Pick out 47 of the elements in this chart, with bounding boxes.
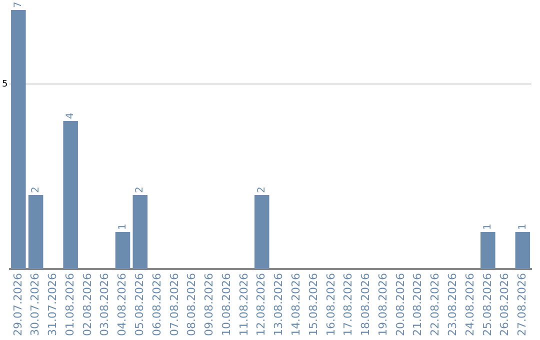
x-tick-label: 11.08.2026 bbox=[237, 273, 250, 336]
bar bbox=[254, 195, 270, 270]
bar bbox=[115, 232, 130, 270]
data-label: 4 bbox=[65, 112, 76, 120]
x-tick-label: 30.07.2026 bbox=[28, 273, 42, 336]
x-tick-label: 01.08.2026 bbox=[63, 273, 76, 336]
x-tick-label: 06.08.2026 bbox=[150, 273, 164, 336]
x-tick-label: 22.08.2026 bbox=[428, 273, 442, 336]
y-tick-label: 5 bbox=[2, 79, 8, 90]
bar bbox=[11, 10, 26, 270]
x-tick-label: 08.08.2026 bbox=[185, 273, 198, 336]
x-tick-label: 10.08.2026 bbox=[220, 273, 233, 336]
x-tick-label: 05.08.2026 bbox=[132, 273, 146, 336]
bar bbox=[63, 121, 78, 270]
data-label: 2 bbox=[134, 186, 146, 194]
x-tick-label: 14.08.2026 bbox=[289, 273, 302, 336]
x-tick-label: 24.08.2026 bbox=[463, 273, 476, 336]
bar bbox=[28, 195, 44, 270]
x-tick-label: 27.08.2026 bbox=[516, 273, 529, 336]
x-tick-label: 26.08.2026 bbox=[498, 273, 512, 336]
x-tick-label: 04.08.2026 bbox=[116, 273, 129, 336]
bar bbox=[515, 232, 530, 270]
x-tick-label: 09.08.2026 bbox=[202, 273, 216, 336]
x-tick-label: 12.08.2026 bbox=[254, 273, 268, 336]
x-tick-label: 20.08.2026 bbox=[394, 273, 407, 336]
data-label: 2 bbox=[30, 186, 42, 194]
data-label: 1 bbox=[517, 224, 528, 230]
bar bbox=[132, 195, 148, 270]
bar bbox=[480, 232, 496, 270]
x-tick-label: 17.08.2026 bbox=[342, 273, 355, 336]
x-tick-label: 23.08.2026 bbox=[446, 273, 459, 336]
data-label: 1 bbox=[117, 224, 128, 230]
x-tick-label: 16.08.2026 bbox=[324, 273, 338, 336]
x-tick-label: 18.08.2026 bbox=[359, 273, 372, 336]
x-tick-label: 29.07.2026 bbox=[11, 273, 24, 336]
x-tick-label: 21.08.2026 bbox=[411, 273, 424, 336]
data-label: 1 bbox=[482, 224, 494, 230]
x-tick-label: 02.08.2026 bbox=[80, 273, 94, 336]
x-tick-label: 25.08.2026 bbox=[480, 273, 494, 336]
data-label: 7 bbox=[13, 2, 24, 8]
x-tick-label: 13.08.2026 bbox=[272, 273, 286, 336]
x-tick-label: 19.08.2026 bbox=[376, 273, 390, 336]
data-label: 2 bbox=[256, 186, 268, 194]
x-tick-label: 15.08.2026 bbox=[306, 273, 320, 336]
x-tick-label: 31.07.2026 bbox=[46, 273, 60, 336]
x-tick-label: 03.08.2026 bbox=[98, 273, 112, 336]
x-tick-label: 07.08.2026 bbox=[168, 273, 181, 336]
